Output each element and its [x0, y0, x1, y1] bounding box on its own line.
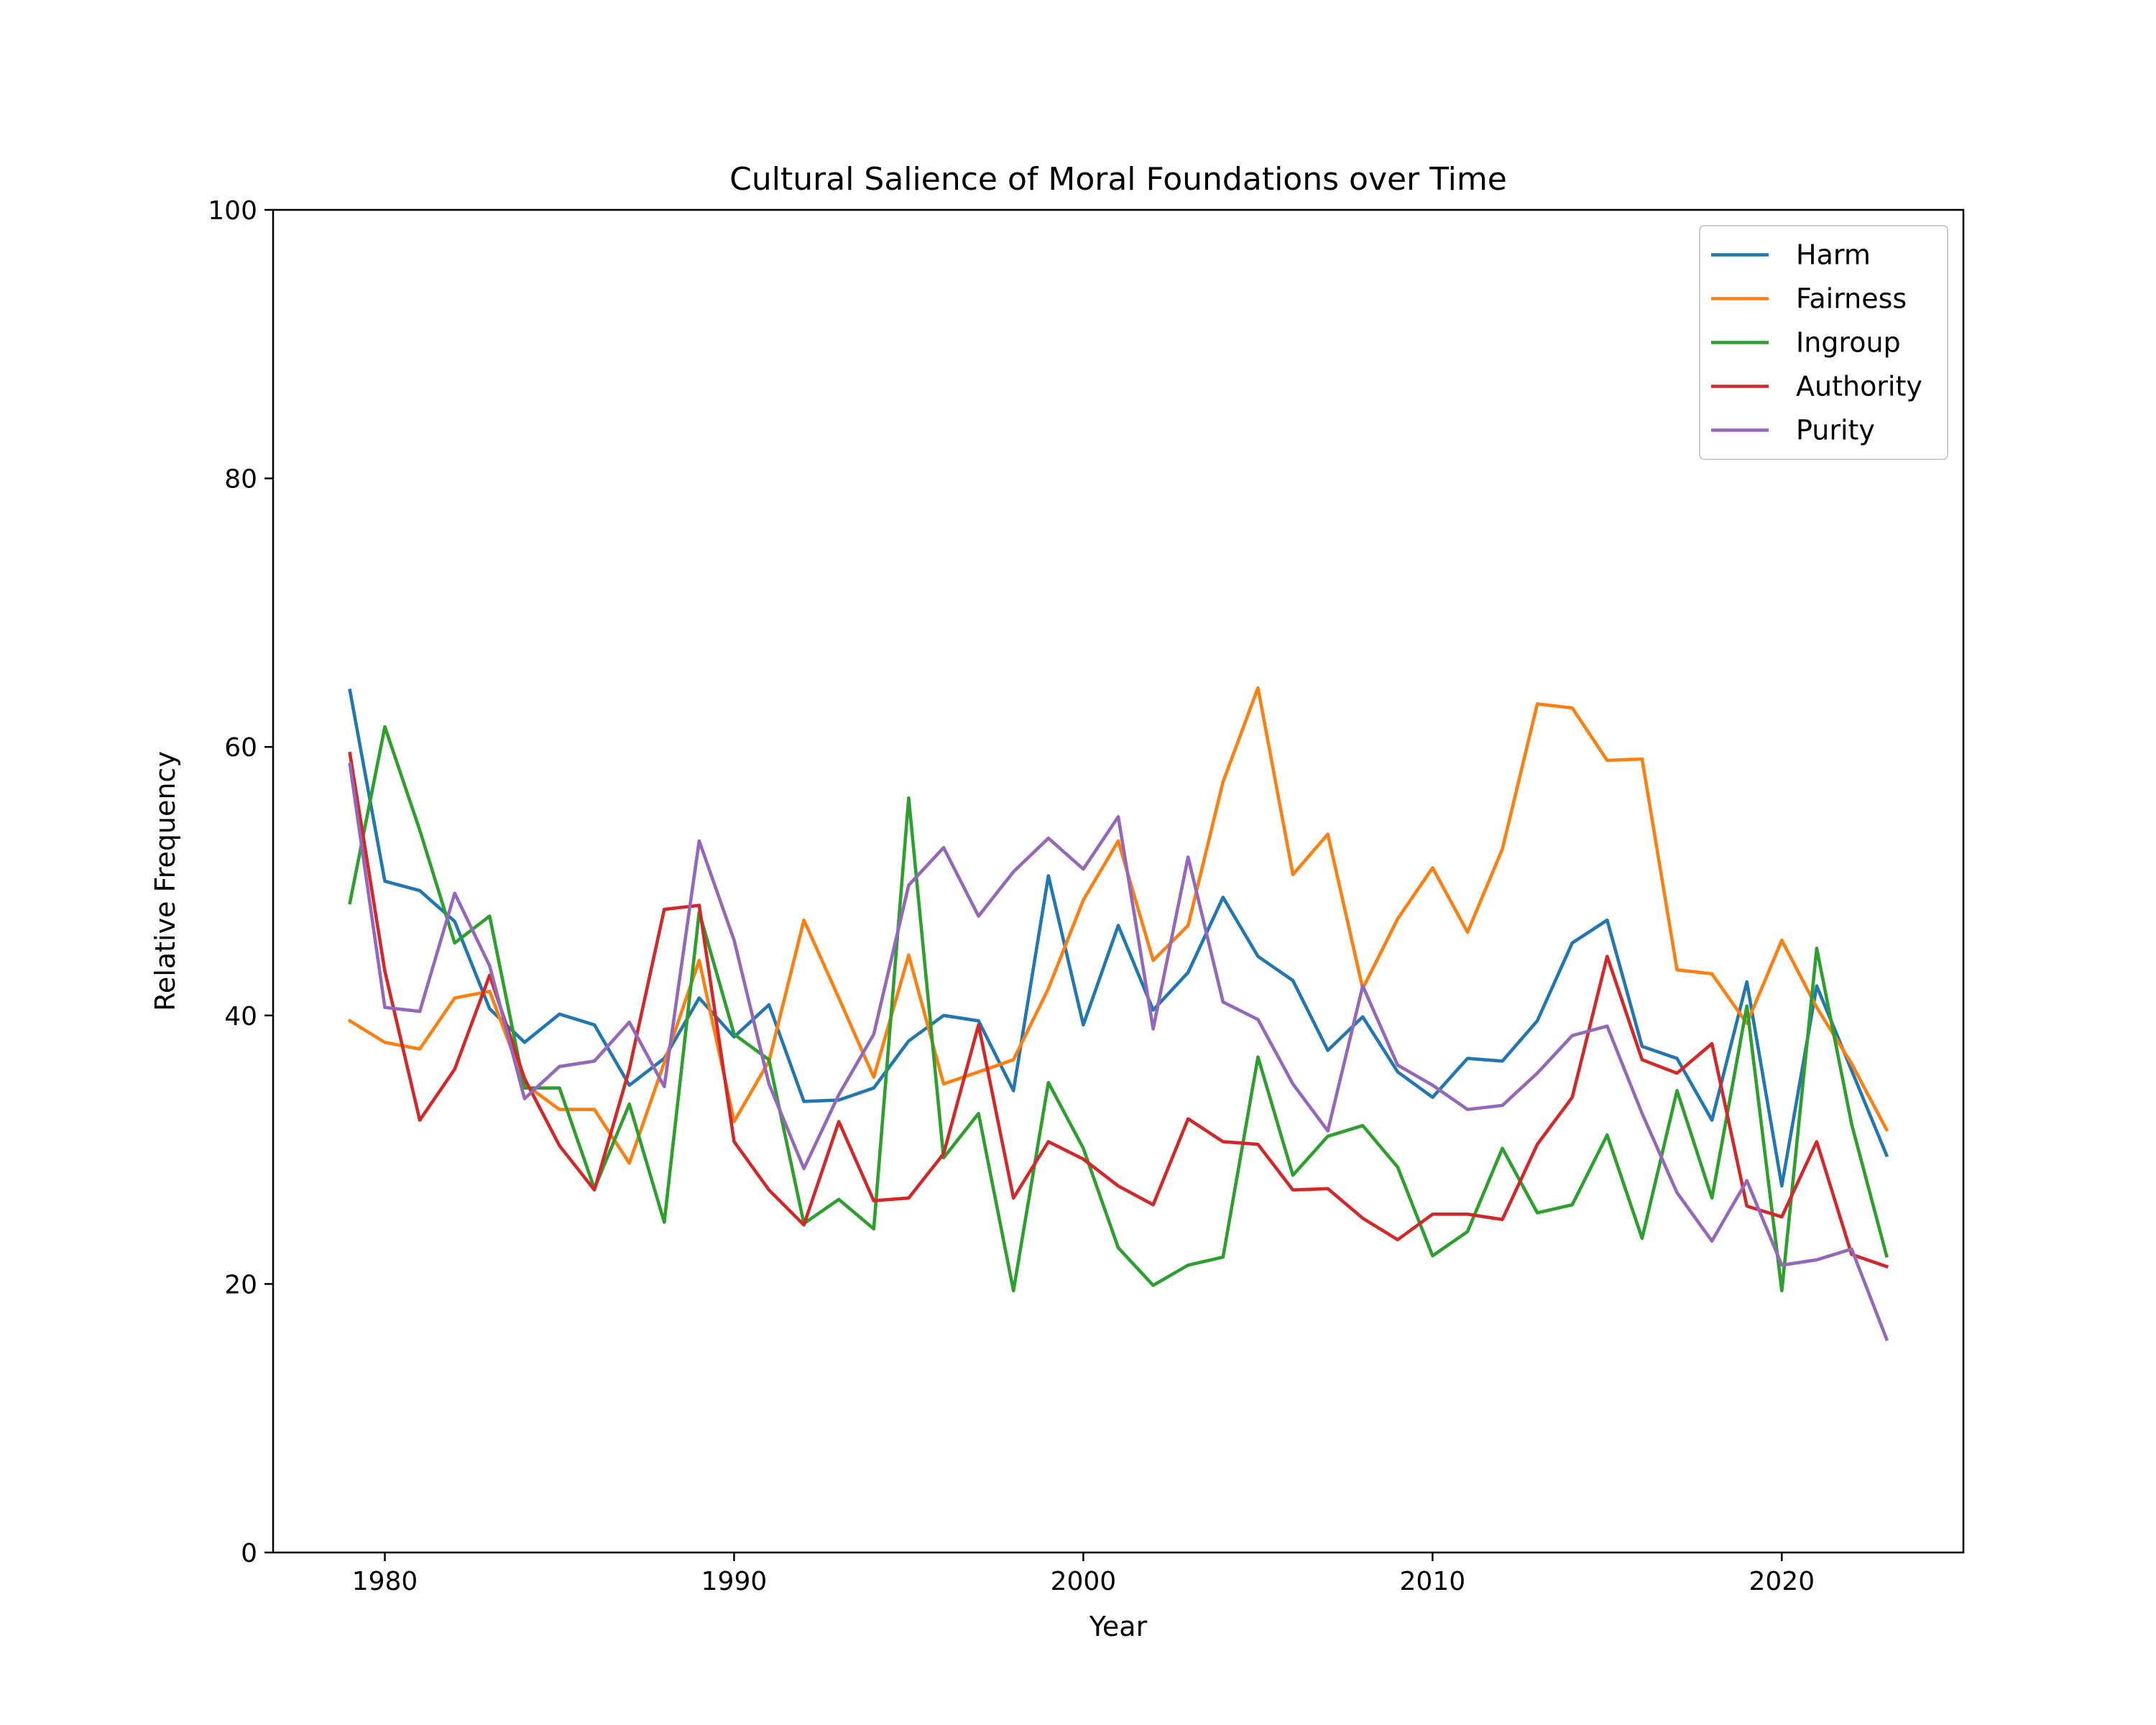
- y-axis-label: Relative Frequency: [149, 751, 181, 1011]
- legend-label-harm: Harm: [1796, 239, 1871, 271]
- plot-area-frame: [272, 208, 1965, 1554]
- series-line-authority: [348, 751, 1889, 1269]
- x-tick-label: 2010: [1400, 1567, 1466, 1596]
- y-tick-label: 80: [224, 465, 257, 494]
- x-tick-label: 2020: [1749, 1567, 1815, 1596]
- x-axis-label: Year: [1089, 1611, 1148, 1642]
- legend-label-ingroup: Ingroup: [1796, 327, 1901, 359]
- series-line-harm: [348, 689, 1889, 1188]
- legend: Harm Fairness Ingroup Authority Purity: [1699, 225, 1948, 460]
- legend-box: [1699, 225, 1948, 460]
- legend-label-authority: Authority: [1796, 371, 1922, 402]
- x-tick-label: 2000: [1051, 1567, 1117, 1596]
- series-line-ingroup: [348, 724, 1889, 1292]
- x-tick-label: 1990: [701, 1567, 768, 1596]
- y-tick-label: 60: [224, 733, 257, 763]
- y-tick-label: 20: [224, 1270, 257, 1300]
- y-tick-label: 40: [224, 1002, 257, 1031]
- series-layer: [347, 686, 1889, 1341]
- legend-label-fairness: Fairness: [1796, 283, 1907, 315]
- series-line-fairness: [347, 686, 1889, 1165]
- series-line-purity: [348, 762, 1889, 1341]
- y-axis: 0 20 40 60 80 100: [208, 196, 273, 1568]
- y-tick-label: 0: [241, 1539, 257, 1568]
- y-tick-label: 100: [208, 196, 257, 226]
- chart-title: Cultural Salience of Moral Foundations o…: [729, 161, 1507, 198]
- x-tick-label: 1980: [352, 1567, 418, 1596]
- legend-label-purity: Purity: [1796, 415, 1875, 446]
- x-axis: 1980 1990 2000 2010 2020: [352, 1552, 1815, 1596]
